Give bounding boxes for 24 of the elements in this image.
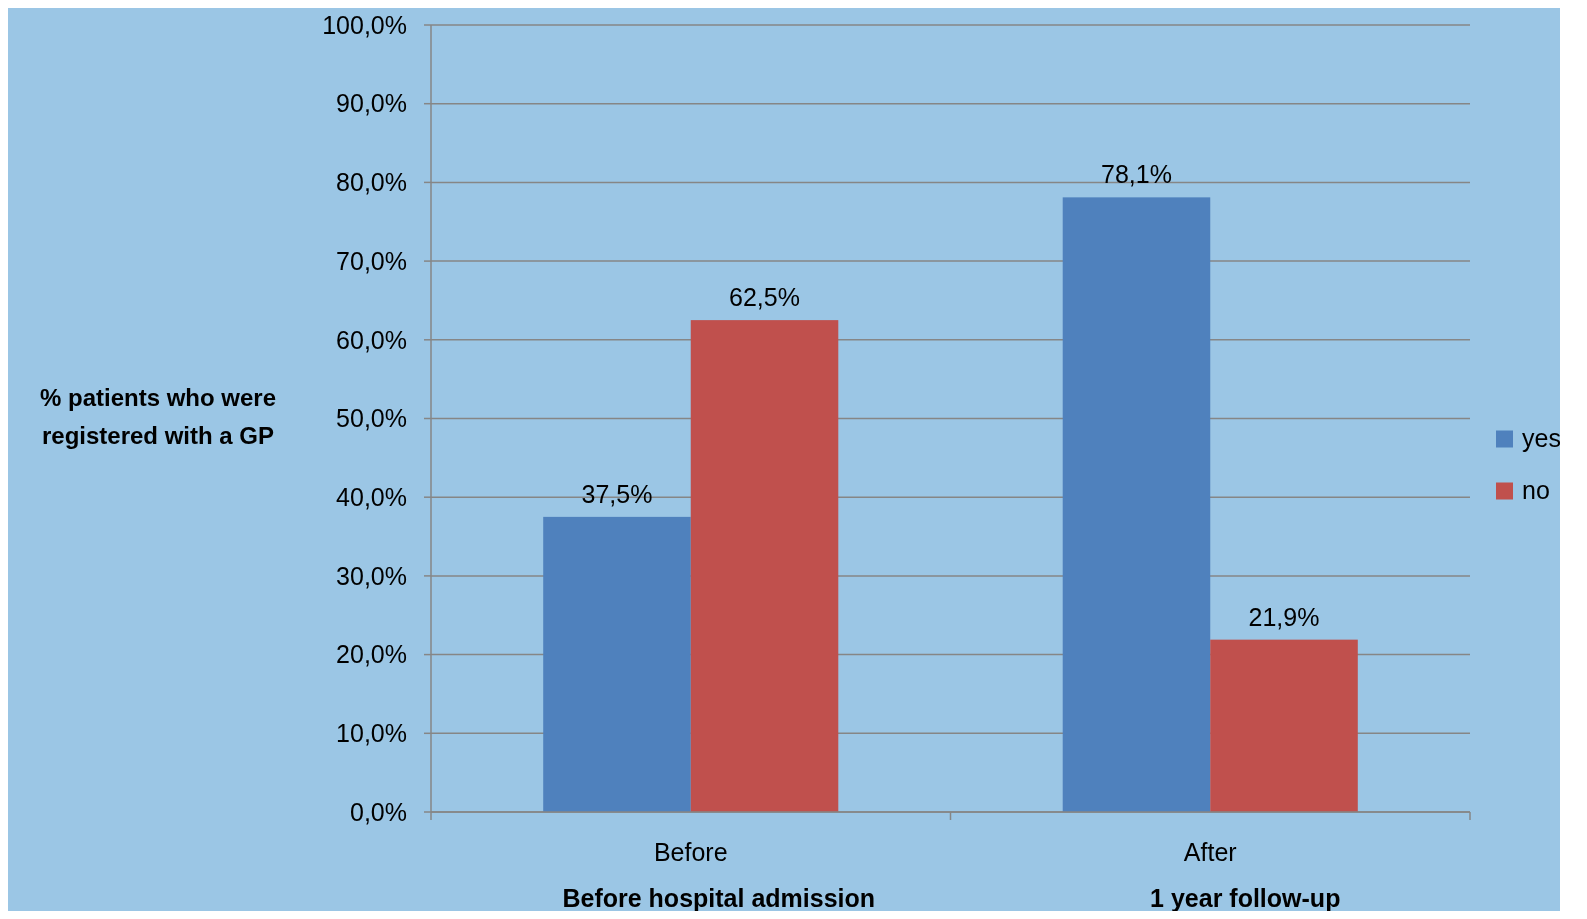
y-tick-label: 50,0% (336, 404, 407, 433)
y-tick-label: 0,0% (350, 797, 407, 826)
data-label: 21,9% (1248, 602, 1320, 631)
y-tick-label: 10,0% (336, 719, 407, 748)
bar (1210, 639, 1358, 812)
y-tick-label: 70,0% (336, 246, 407, 275)
legend-label: yes (1522, 424, 1561, 453)
y-axis-title: % patients who were registered with a GP (39, 384, 277, 449)
data-label: 37,5% (581, 479, 653, 508)
x-tick-label: After (1183, 838, 1237, 866)
y-tick-label: 100,0% (322, 10, 407, 39)
y-tick-label: 30,0% (336, 561, 407, 590)
data-label: 62,5% (729, 283, 800, 312)
y-tick-label: 60,0% (336, 325, 407, 354)
y-tick-label: 90,0% (336, 89, 407, 118)
x-tick-label: Before (653, 838, 728, 866)
bar (690, 320, 839, 812)
legend-label: no (1522, 476, 1550, 505)
y-tick-label: 40,0% (336, 482, 407, 511)
bar (1062, 197, 1211, 812)
y-tick-label: 80,0% (336, 168, 407, 197)
bar (543, 516, 691, 812)
y-tick-label: 20,0% (336, 640, 407, 669)
data-label: 78,1% (1101, 160, 1172, 189)
